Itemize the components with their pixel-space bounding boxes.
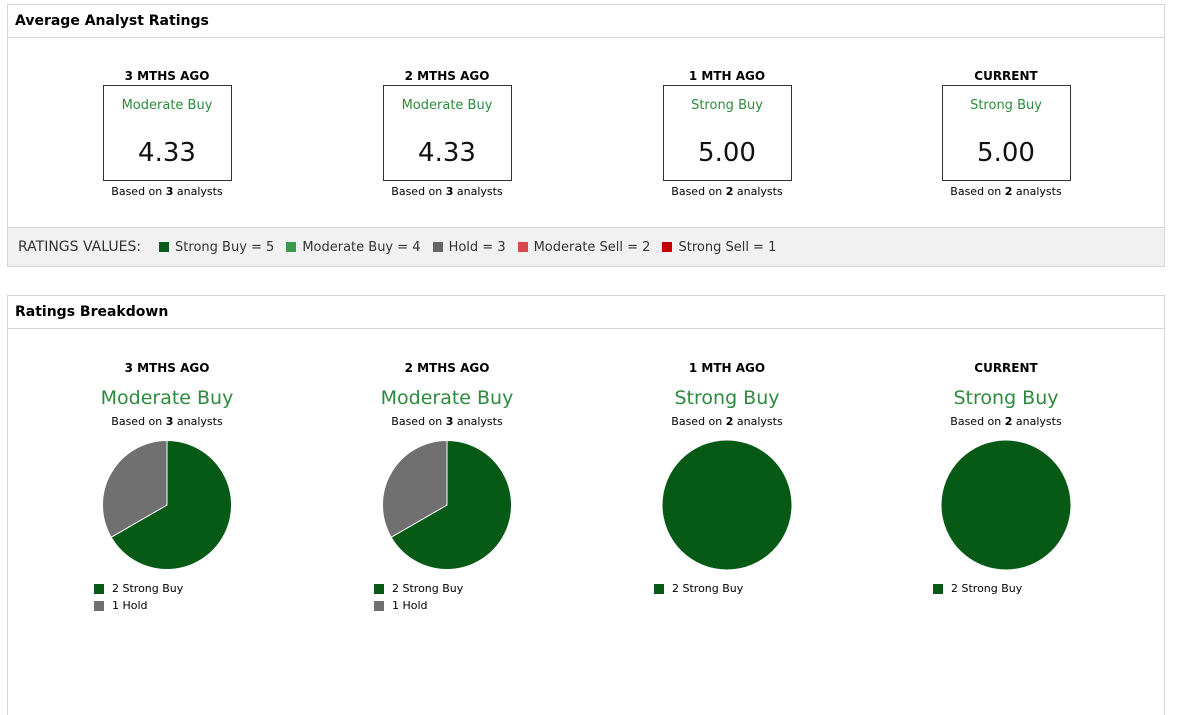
period-label: 3 MTHS AGO (124, 361, 210, 375)
avg-period-3m: 3 MTHS AGO Moderate Buy 4.33 Based on 3 … (67, 67, 267, 198)
pie-chart (941, 440, 1071, 570)
legend-swatch (654, 583, 664, 594)
breakdown-rating: Moderate Buy (380, 387, 514, 409)
rating-text: Strong Buy (970, 98, 1042, 113)
pie-legend-item: 1 Hold (374, 597, 547, 614)
period-label: 2 MTHS AGO (404, 69, 490, 83)
pie-legend-label: 2 Strong Buy (951, 582, 1023, 595)
legend-swatch (374, 583, 384, 594)
rating-box: Strong Buy 5.00 (662, 85, 792, 181)
pie-legend-item: 2 Strong Buy (654, 580, 827, 597)
pie-slice (662, 440, 792, 570)
analyst-count: 2 (1004, 185, 1013, 198)
breakdown-2m: 2 MTHS AGO Moderate Buy Based on 3 analy… (347, 359, 547, 614)
legend-swatch (933, 583, 943, 594)
pie-legend-label: 2 Strong Buy (392, 582, 464, 595)
pie-legend-label: 1 Hold (112, 599, 148, 612)
ratings-values-legend: RATINGS VALUES: Strong Buy = 5 Moderate … (8, 227, 1164, 266)
analyst-count: 3 (445, 415, 454, 428)
average-ratings-title: Average Analyst Ratings (8, 5, 1164, 38)
legend-swatch (286, 242, 297, 252)
pie-legend-label: 1 Hold (392, 599, 428, 612)
pie-legend-item: 2 Strong Buy (374, 580, 547, 597)
based-on-text: Based on 3 analysts (391, 185, 503, 198)
rating-text: Moderate Buy (401, 98, 493, 113)
pie-chart (382, 440, 512, 570)
period-label: CURRENT (974, 69, 1038, 83)
ratings-breakdown-panel: Ratings Breakdown 3 MTHS AGO Moderate Bu… (7, 295, 1165, 715)
rating-value: 5.00 (977, 138, 1035, 168)
pie-slice (941, 440, 1071, 570)
pie-legend-label: 2 Strong Buy (672, 582, 744, 595)
pie-slice (102, 440, 168, 538)
avg-period-current: CURRENT Strong Buy 5.00 Based on 2 analy… (906, 67, 1106, 198)
breakdown-current: CURRENT Strong Buy Based on 2 analysts 2… (906, 359, 1106, 597)
legend-item-moderate-buy: Moderate Buy = 4 (286, 240, 421, 255)
pie-slice (390, 440, 512, 570)
breakdown-rating: Moderate Buy (100, 387, 234, 409)
legend-swatch (662, 242, 673, 252)
analyst-count: 3 (445, 185, 454, 198)
legend-swatch (432, 242, 443, 252)
legend-item-strong-buy: Strong Buy = 5 (159, 240, 274, 255)
legend-swatch (94, 600, 104, 611)
analyst-count: 2 (725, 415, 734, 428)
breakdown-rating: Strong Buy (953, 387, 1059, 409)
period-label: CURRENT (974, 361, 1038, 375)
pie-chart (102, 440, 232, 570)
legend-item-hold: Hold = 3 (432, 240, 506, 255)
legend-swatch (374, 600, 384, 611)
rating-box: Moderate Buy 4.33 (382, 85, 512, 181)
breakdown-1m: 1 MTH AGO Strong Buy Based on 2 analysts… (627, 359, 827, 597)
rating-value: 4.33 (138, 138, 196, 168)
based-on-text: Based on 3 analysts (391, 415, 503, 428)
based-on-text: Based on 2 analysts (671, 415, 783, 428)
pie-legend: 2 Strong Buy 1 Hold (67, 580, 267, 614)
pie-legend-item: 2 Strong Buy (94, 580, 267, 597)
period-label: 1 MTH AGO (688, 361, 766, 375)
pie-legend-item: 1 Hold (94, 597, 267, 614)
period-label: 1 MTH AGO (688, 69, 766, 83)
period-label: 2 MTHS AGO (404, 361, 490, 375)
average-ratings-panel: Average Analyst Ratings 3 MTHS AGO Moder… (7, 4, 1165, 267)
rating-value: 5.00 (698, 138, 756, 168)
legend-swatch (159, 242, 170, 252)
legend-swatch (517, 242, 528, 252)
breakdown-3m: 3 MTHS AGO Moderate Buy Based on 3 analy… (67, 359, 267, 614)
legend-item-strong-sell: Strong Sell = 1 (662, 240, 776, 255)
pie-legend-label: 2 Strong Buy (112, 582, 184, 595)
based-on-text: Based on 3 analysts (111, 415, 223, 428)
avg-period-1m: 1 MTH AGO Strong Buy 5.00 Based on 2 ana… (627, 67, 827, 198)
rating-box: Moderate Buy 4.33 (102, 85, 232, 181)
avg-period-2m: 2 MTHS AGO Moderate Buy 4.33 Based on 3 … (347, 67, 547, 198)
legend-swatch (94, 583, 104, 594)
period-label: 3 MTHS AGO (124, 69, 210, 83)
rating-value: 4.33 (418, 138, 476, 168)
based-on-text: Based on 2 analysts (671, 185, 783, 198)
legend-title: RATINGS VALUES: (18, 239, 142, 255)
legend-item-moderate-sell: Moderate Sell = 2 (517, 240, 650, 255)
breakdown-rating: Strong Buy (674, 387, 780, 409)
analyst-count: 3 (165, 185, 174, 198)
pie-slice (382, 440, 448, 538)
pie-legend: 2 Strong Buy 1 Hold (347, 580, 547, 614)
pie-slice (110, 440, 232, 570)
pie-legend-item: 2 Strong Buy (933, 580, 1106, 597)
pie-legend: 2 Strong Buy (906, 580, 1106, 597)
based-on-text: Based on 2 analysts (950, 415, 1062, 428)
based-on-text: Based on 2 analysts (950, 185, 1062, 198)
pie-chart (662, 440, 792, 570)
based-on-text: Based on 3 analysts (111, 185, 223, 198)
pie-legend: 2 Strong Buy (627, 580, 827, 597)
rating-text: Moderate Buy (121, 98, 213, 113)
rating-box: Strong Buy 5.00 (941, 85, 1071, 181)
ratings-breakdown-title: Ratings Breakdown (8, 296, 1164, 329)
rating-text: Strong Buy (691, 98, 763, 113)
analyst-count: 2 (725, 185, 734, 198)
analyst-count: 2 (1004, 415, 1013, 428)
analyst-count: 3 (165, 415, 174, 428)
